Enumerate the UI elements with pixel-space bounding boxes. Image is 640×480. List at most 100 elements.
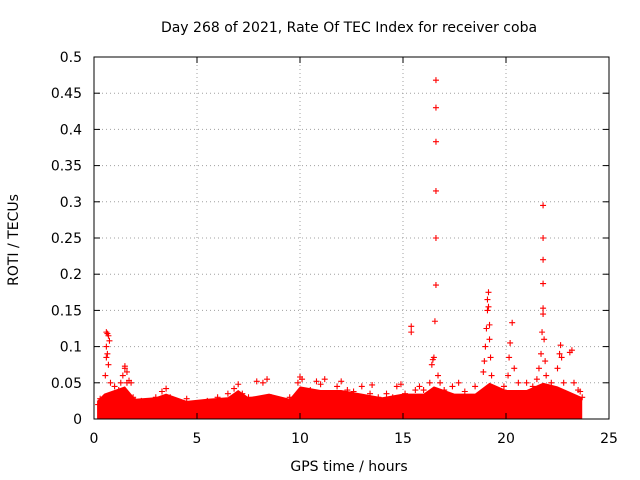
data-point <box>432 77 439 84</box>
data-point <box>268 394 275 401</box>
data-point <box>109 394 116 401</box>
data-point <box>455 379 462 386</box>
data-point <box>107 379 114 386</box>
data-point <box>540 311 547 318</box>
data-point <box>426 379 433 386</box>
data-point <box>214 394 221 401</box>
data-point <box>432 138 439 145</box>
data-point <box>111 383 118 390</box>
data-point <box>535 365 542 372</box>
data-point <box>97 395 104 402</box>
data-point <box>577 388 584 395</box>
data-point <box>173 397 180 404</box>
data-point <box>115 387 122 394</box>
y-tick-label: 0.45 <box>51 86 82 102</box>
data-point <box>317 381 324 388</box>
data-point <box>540 280 547 287</box>
data-point <box>224 390 231 397</box>
data-point <box>449 383 456 390</box>
data-point <box>539 329 546 336</box>
data-point <box>163 385 170 392</box>
data-point <box>416 383 423 390</box>
data-point <box>560 379 567 386</box>
data-point <box>103 343 110 350</box>
x-tick-label: 25 <box>600 431 618 447</box>
data-point <box>543 372 550 379</box>
data-point <box>231 385 238 392</box>
x-tick-label: 5 <box>193 431 202 447</box>
data-point <box>104 350 111 357</box>
x-tick-label: 10 <box>291 431 309 447</box>
data-point <box>523 379 530 386</box>
data-point <box>105 361 112 368</box>
data-point <box>480 368 487 375</box>
data-point <box>334 383 341 390</box>
data-point <box>239 390 246 397</box>
data-point <box>397 381 404 388</box>
data-point <box>119 372 126 379</box>
data-point <box>245 394 252 401</box>
data-point <box>511 365 518 372</box>
data-point <box>406 394 413 401</box>
data-point <box>484 307 491 314</box>
y-tick-label: 0 <box>73 412 82 428</box>
data-point <box>105 332 112 339</box>
data-point <box>367 390 374 397</box>
data-points <box>95 77 586 412</box>
data-point <box>483 325 490 332</box>
data-point <box>529 383 536 390</box>
y-tick-label: 0.25 <box>51 231 82 247</box>
data-point <box>432 187 439 194</box>
data-point <box>515 379 522 386</box>
data-point <box>482 343 489 350</box>
data-point <box>506 354 513 361</box>
data-point <box>461 388 468 395</box>
data-point <box>507 339 514 346</box>
data-point <box>437 379 444 386</box>
data-point <box>102 372 109 379</box>
data-point <box>428 361 435 368</box>
data-point <box>130 394 137 401</box>
y-tick-label: 0.15 <box>51 303 82 319</box>
data-point <box>485 303 492 310</box>
data-point <box>494 387 501 394</box>
data-point <box>286 394 293 401</box>
data-point <box>128 379 135 386</box>
data-point <box>253 378 260 385</box>
data-point <box>95 401 102 408</box>
y-tick-label: 0.35 <box>51 159 82 175</box>
y-axis-label: ROTI / TECUs <box>6 194 22 286</box>
data-point <box>194 401 200 408</box>
x-tick-label: 0 <box>90 431 99 447</box>
data-point <box>540 305 547 312</box>
data-point <box>121 363 128 370</box>
data-point <box>294 379 301 386</box>
data-point <box>299 376 306 383</box>
data-point <box>441 387 448 394</box>
data-point <box>402 390 409 397</box>
data-point <box>557 342 564 349</box>
data-point <box>540 256 547 263</box>
data-point <box>393 383 400 390</box>
data-point <box>579 394 586 401</box>
data-point <box>235 381 242 388</box>
data-point <box>276 397 283 404</box>
data-point <box>307 387 314 394</box>
data-point <box>113 390 120 397</box>
data-point <box>472 383 479 390</box>
data-point <box>485 289 492 296</box>
data-point <box>430 354 437 361</box>
data-point <box>500 383 507 390</box>
x-axis-label: GPS time / hours <box>290 459 407 475</box>
y-tick-label: 0.3 <box>60 195 82 211</box>
data-point <box>101 394 108 401</box>
data-point <box>264 376 271 383</box>
data-point <box>158 388 165 395</box>
axis-ticks: 0 0.05 0.1 0.15 0.2 0.25 0.3 0.35 0.4 0.45 0.5 0 5 10… <box>51 50 618 447</box>
data-point <box>481 358 488 365</box>
data-point <box>538 350 545 357</box>
data-point <box>408 323 415 330</box>
x-tick-label: 20 <box>497 431 515 447</box>
data-point <box>103 354 110 361</box>
